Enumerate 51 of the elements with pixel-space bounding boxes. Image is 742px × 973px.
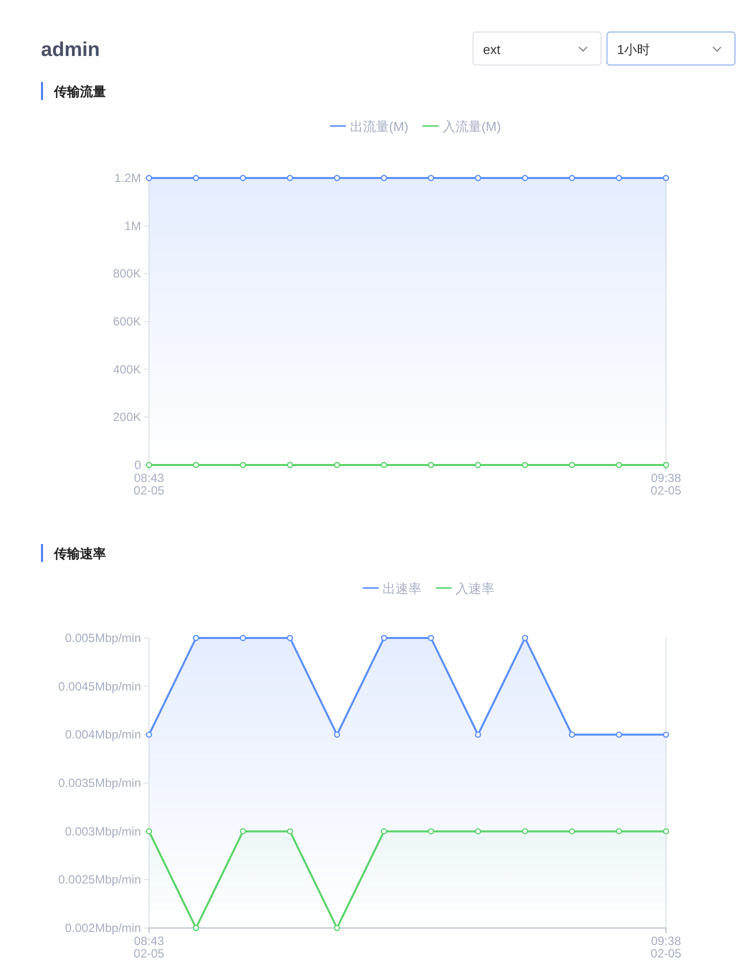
chart-title: 传输速率 bbox=[53, 546, 106, 561]
x-tick-label: 09:38 02-05 bbox=[650, 471, 682, 498]
point bbox=[334, 924, 340, 932]
point bbox=[662, 828, 670, 834]
x-tick-label: 08:43 02-05 bbox=[134, 934, 165, 961]
point bbox=[428, 828, 434, 834]
point bbox=[616, 828, 622, 834]
point bbox=[192, 634, 200, 642]
y-tick-label: 0.0025Mbp/min bbox=[58, 872, 141, 887]
y-tick-label: 200K bbox=[112, 410, 141, 424]
text: ext bbox=[483, 42, 501, 57]
point bbox=[192, 924, 200, 932]
y-tick-label: 1.2M bbox=[114, 171, 141, 185]
x-tick-label: 08:43 02-05 bbox=[134, 471, 165, 498]
point bbox=[616, 732, 622, 738]
point bbox=[428, 634, 434, 642]
y-tick-label: 1M bbox=[124, 218, 141, 233]
y-tick-label: 0.003Mbp/min bbox=[64, 824, 141, 838]
legend-label: 出流量(M) bbox=[350, 119, 408, 134]
y-tick-label: 600K bbox=[112, 314, 141, 328]
point bbox=[380, 634, 388, 642]
point bbox=[380, 828, 388, 834]
x-tick-label: 09:38 02-05 bbox=[650, 934, 682, 961]
point bbox=[334, 732, 340, 738]
y-tick-label: 0.0045Mbp/min bbox=[58, 679, 141, 694]
y-tick-label: 0.004Mbp/min bbox=[64, 728, 141, 742]
point bbox=[286, 828, 294, 834]
point bbox=[286, 634, 294, 642]
point bbox=[662, 732, 670, 738]
legend-label: 入速率 bbox=[456, 581, 495, 596]
legend-label: 入流量(M) bbox=[442, 119, 501, 134]
point bbox=[240, 634, 246, 642]
point bbox=[474, 732, 482, 738]
chart-title: 传输流量 bbox=[53, 84, 106, 99]
y-tick-label: 0.0035Mbp/min bbox=[58, 776, 141, 790]
y-tick-label: 0.005Mbp/min bbox=[64, 631, 141, 645]
y-tick-label: 800K bbox=[112, 266, 141, 281]
legend-label: 出速率 bbox=[382, 581, 422, 596]
point bbox=[568, 732, 576, 738]
point bbox=[522, 634, 528, 642]
text: 1小时 bbox=[617, 42, 650, 57]
y-tick-label: 400K bbox=[112, 362, 141, 376]
point bbox=[474, 828, 482, 834]
y-tick-label: 0.002Mbp/min bbox=[64, 921, 141, 935]
point bbox=[568, 828, 576, 834]
point bbox=[240, 828, 246, 834]
y-tick-label: 0 bbox=[134, 458, 142, 472]
point bbox=[146, 828, 152, 834]
text: admin bbox=[41, 39, 100, 61]
point bbox=[146, 732, 152, 738]
point bbox=[522, 828, 528, 834]
